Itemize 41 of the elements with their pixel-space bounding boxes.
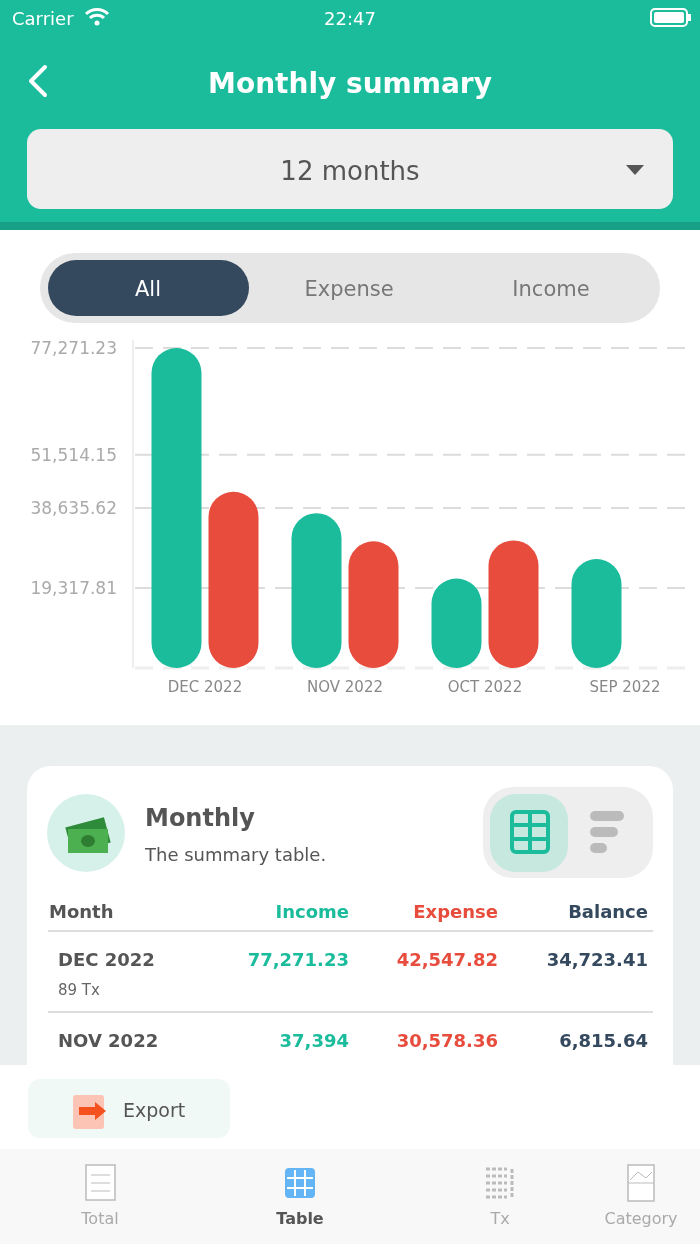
text: Expense: [304, 277, 394, 301]
text: 77,271.23: [247, 949, 349, 970]
text: 6,815.64: [559, 1030, 648, 1051]
text: 89 Tx: [58, 981, 101, 999]
x-tick-label: SEP 2022: [589, 678, 661, 696]
text: Tx: [489, 1209, 510, 1228]
text: Table: [276, 1209, 324, 1228]
x-tick-label: DEC 2022: [167, 678, 243, 696]
y-tick-label: 19,317.81: [30, 577, 117, 598]
text: Carrier: [12, 8, 75, 29]
text: 37,394: [279, 1030, 349, 1051]
text: Monthly: [145, 804, 256, 832]
text: Total: [80, 1209, 119, 1228]
text: Balance: [568, 901, 648, 922]
bar: [291, 513, 342, 668]
chart-title: Monthly summary: [208, 67, 492, 100]
text: DEC 2022: [58, 949, 155, 970]
x-tick-label: OCT 2022: [447, 678, 523, 696]
text: NOV 2022: [58, 1030, 159, 1051]
bar: [348, 541, 399, 668]
text: Export: [123, 1099, 186, 1121]
bar: [151, 348, 202, 668]
bar: [571, 559, 622, 668]
y-tick-label: 38,635.62: [30, 497, 117, 518]
text: Month: [49, 901, 114, 922]
bar: [208, 491, 259, 668]
text: The summary table.: [144, 844, 327, 865]
text: All: [134, 277, 162, 301]
text: 30,578.36: [396, 1030, 498, 1051]
y-tick-label: 77,271.23: [30, 337, 117, 358]
text: 42,547.82: [396, 949, 498, 970]
text: 22:47: [324, 8, 376, 29]
text: 34,723.41: [546, 949, 648, 970]
text: Income: [512, 277, 590, 301]
text: Expense: [413, 901, 498, 922]
y-tick-label: 51,514.15: [30, 444, 117, 465]
text: Income: [275, 901, 349, 922]
x-tick-label: NOV 2022: [307, 678, 383, 696]
text: Category: [604, 1209, 678, 1228]
chart-subtitle: 12 months: [280, 156, 420, 186]
bar: [488, 540, 539, 668]
